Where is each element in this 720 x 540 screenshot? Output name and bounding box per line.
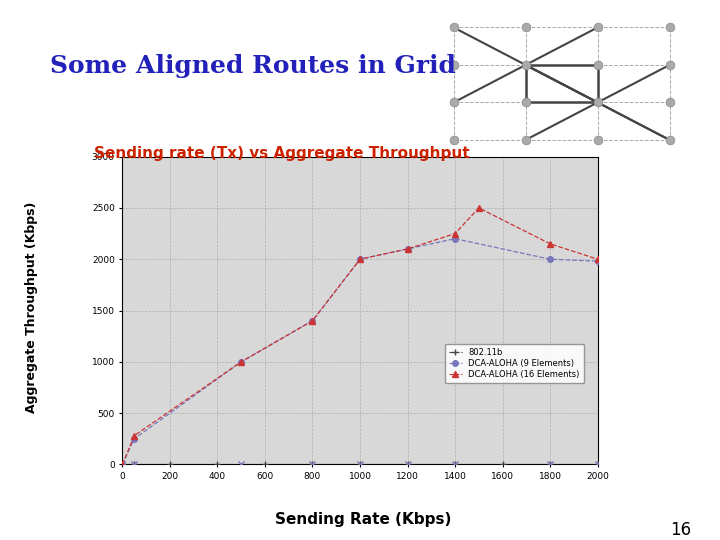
Point (448, 136, 459, 144)
Point (664, 136, 675, 144)
Point (448, 23, 459, 32)
Text: Sending Rate (Kbps): Sending Rate (Kbps) (276, 512, 451, 527)
Point (664, 60, 675, 69)
Point (664, 98, 675, 107)
Point (592, 60, 603, 69)
Legend: 802.11b, DCA-ALOHA (9 Elements), DCA-ALOHA (16 Elements): 802.11b, DCA-ALOHA (9 Elements), DCA-ALO… (445, 344, 584, 383)
Point (592, 98, 603, 107)
Point (520, 23, 531, 32)
Text: Sending rate (Tx) vs Aggregate Throughput: Sending rate (Tx) vs Aggregate Throughpu… (94, 146, 469, 161)
Point (592, 136, 603, 144)
Point (664, 23, 675, 32)
Point (448, 98, 459, 107)
Point (592, 23, 603, 32)
Point (520, 60, 531, 69)
Text: Aggregate Throughput (Kbps): Aggregate Throughput (Kbps) (25, 202, 38, 414)
Text: 16: 16 (670, 521, 691, 538)
Point (448, 60, 459, 69)
Point (520, 98, 531, 107)
Point (520, 136, 531, 144)
Text: Some Aligned Routes in Grid: Some Aligned Routes in Grid (50, 54, 456, 78)
